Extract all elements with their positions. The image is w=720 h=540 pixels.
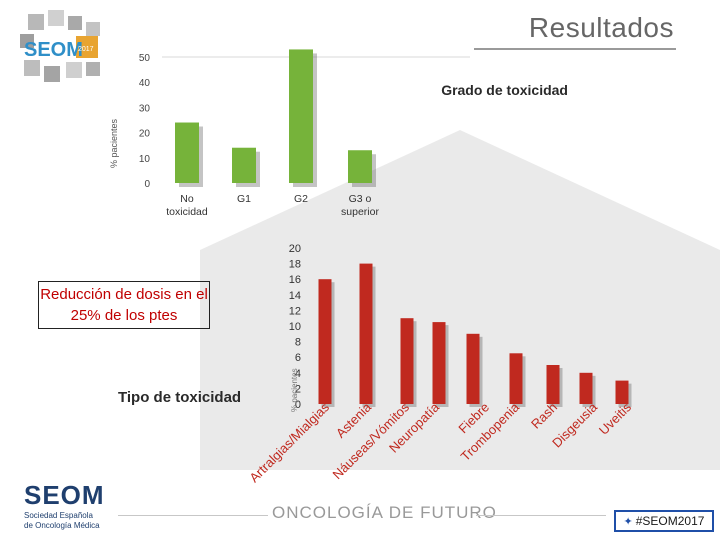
logo-bottom-sub2: de Oncología Médica (24, 521, 100, 530)
chart2-y-tick-7: 14 (289, 290, 301, 302)
chart2-bar-8 (615, 380, 629, 404)
chart2-y-tick-9: 18 (289, 259, 301, 271)
chart1-y-tick-3: 30 (139, 103, 151, 114)
chart1-y-tick-4: 40 (139, 78, 151, 89)
chart1-x-label-2: G2 (294, 193, 308, 205)
chart2-bar-1 (359, 263, 373, 404)
dose-reduction-note: Reducción de dosis en el 25% de los ptes (38, 281, 210, 329)
chart1-y-tick-0: 0 (144, 179, 150, 190)
chart2-y-tick-8: 16 (289, 274, 301, 286)
footer-divider-left (118, 515, 268, 516)
chart2-bar-5 (509, 353, 523, 404)
chart2-bar-2 (400, 318, 414, 404)
chart2-y-tick-2: 4 (295, 368, 301, 380)
seom-2017-logo: SEOM 2017 (14, 10, 110, 90)
logo-bottom-text: SEOM (24, 480, 105, 510)
twitter-bird-icon: ✦ (623, 515, 633, 528)
chart1-x-label-3: G3 o superior (341, 193, 379, 218)
footer-text: ONCOLOGÍA DE FUTURO (272, 503, 497, 522)
chart1-y-tick-5: 50 (139, 53, 151, 64)
chart1-bar-1 (232, 147, 256, 183)
chart2-y-tick-4: 8 (295, 337, 301, 349)
chart2-bar-0 (318, 279, 332, 404)
chart2-bar-7 (579, 372, 593, 404)
chart1-title: Grado de toxicidad (441, 82, 568, 98)
chart2-bar-3 (432, 322, 446, 404)
chart-grado-toxicidad: 0 10 20 30 40 50 No toxicidad G1 G2 G3 o superior % … (109, 49, 568, 218)
chart2-y-tick-1: 2 (295, 383, 301, 395)
chart1-bar-0 (175, 122, 199, 183)
chart2-y-tick-5: 10 (289, 321, 301, 333)
chart1-bar-2 (289, 49, 313, 183)
chart1-y-tick-1: 10 (139, 154, 151, 165)
logo-top-text: SEOM (24, 39, 83, 61)
chart1-x-label-1: G1 (237, 193, 251, 205)
hashtag-badge: ✦ #SEOM2017 (614, 510, 714, 532)
chart2-x-label-8: Uveitis (596, 399, 635, 438)
slide-title: Resultados (528, 12, 674, 43)
chart2-bar-4 (466, 333, 480, 404)
logo-bottom-sub1: Sociedad Española (24, 511, 93, 520)
chart2-y-tick-0: 0 (295, 399, 301, 411)
chart2-y-tick-6: 12 (289, 305, 301, 317)
chart1-y-tick-2: 20 (139, 129, 151, 140)
logo-top-year: 2017 (78, 46, 94, 53)
chart1-bar-3 (348, 150, 372, 183)
hashtag-text: #SEOM2017 (635, 514, 705, 528)
chart1-x-label-0: No toxicidad (166, 193, 208, 218)
chart1-y-label: % pacientes (109, 118, 119, 168)
chart2-y-label: % pacientes (290, 368, 299, 412)
footer-divider-right (476, 515, 606, 516)
chart2-bar-6 (546, 365, 560, 404)
tipo-toxicidad-label: Tipo de toxicidad (118, 389, 242, 406)
chart2-y-tick-10: 20 (289, 243, 301, 255)
chart2-y-tick-3: 6 (295, 352, 301, 364)
seom-logo: SEOM Sociedad Española de Oncología Médi… (24, 480, 104, 534)
title-underline (474, 48, 676, 50)
